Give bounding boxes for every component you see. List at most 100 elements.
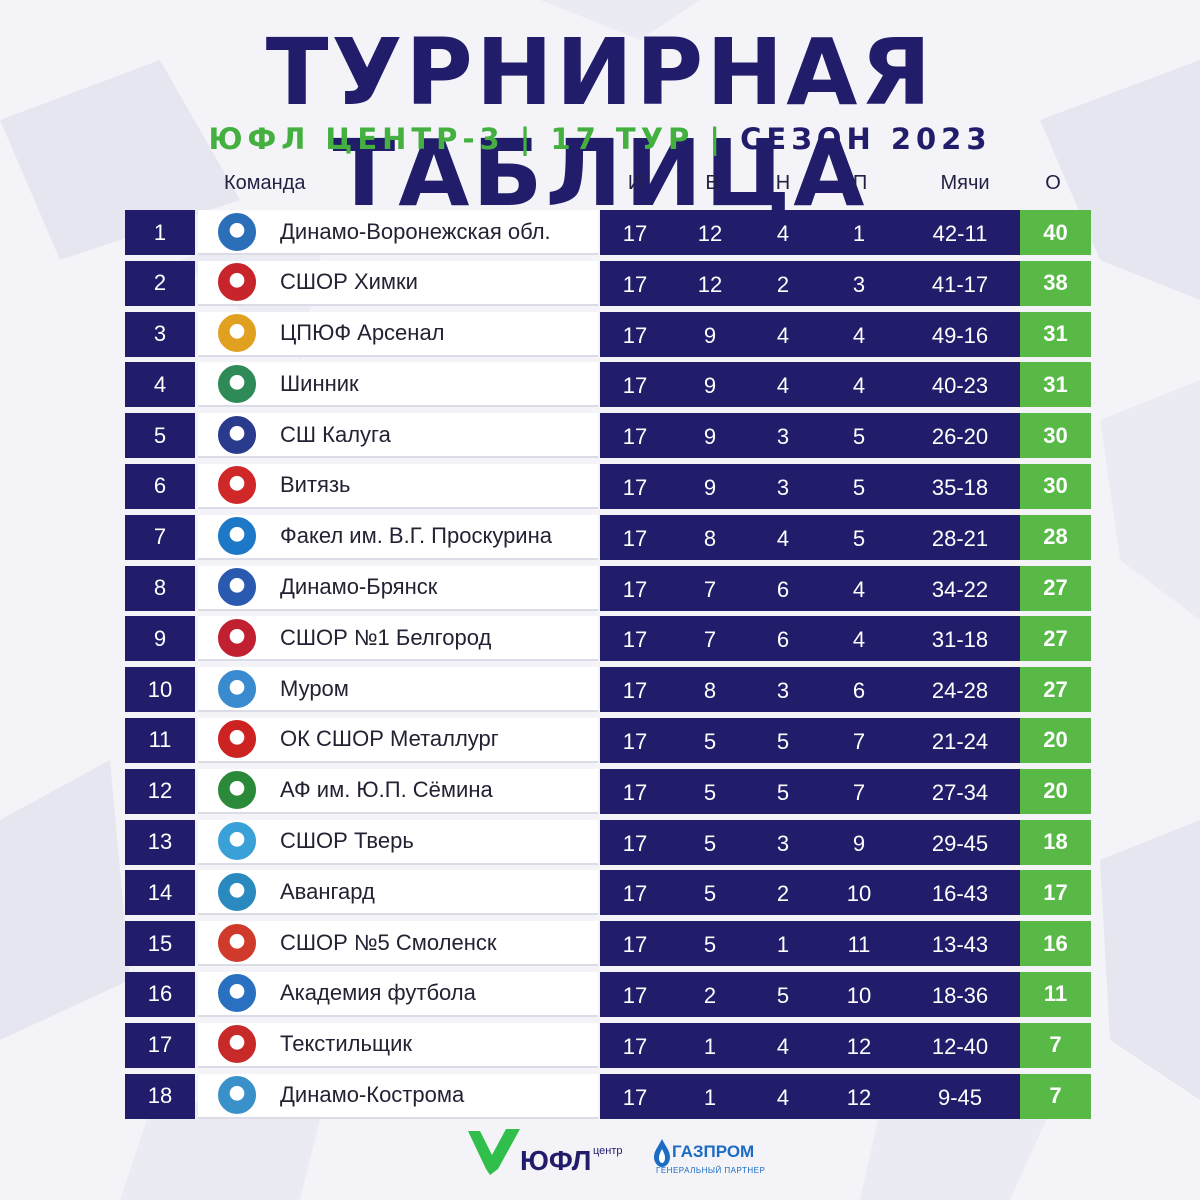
stat-lost: 4 xyxy=(852,627,866,653)
stats-cell: 17 1 4 12 9-45 xyxy=(600,1073,1020,1119)
team-cell: Авангард xyxy=(198,870,598,916)
stat-lost: 7 xyxy=(852,728,866,754)
stat-goals: 12-40 xyxy=(931,1033,989,1059)
team-logo-icon xyxy=(218,415,256,454)
header-played: И xyxy=(627,172,643,194)
gazprom-logo-text: ГАЗПРОМ xyxy=(672,1142,755,1161)
team-logo-icon xyxy=(218,618,256,657)
stat-won: 9 xyxy=(703,474,717,500)
stats-cell: 17 5 5 7 21-24 xyxy=(600,717,1020,763)
stats-cell: 17 7 6 4 34-22 xyxy=(600,565,1020,611)
stat-drawn: 3 xyxy=(776,830,790,856)
stat-goals: 9-45 xyxy=(937,1084,983,1110)
team-name: СШОР №5 Смоленск xyxy=(280,929,497,955)
stat-won: 12 xyxy=(697,271,723,297)
header-won: В xyxy=(705,172,719,194)
team-name: ОК СШОР Металлург xyxy=(280,726,499,752)
team-name: СШОР Химки xyxy=(280,269,418,295)
stat-lost: 11 xyxy=(847,932,871,958)
stat-goals: 31-18 xyxy=(931,627,989,653)
team-logo-icon xyxy=(218,974,256,1013)
stat-goals: 18-36 xyxy=(931,982,989,1008)
points-cell: 18 xyxy=(1020,819,1091,865)
stat-lost: 4 xyxy=(852,576,866,602)
team-name: Динамо-Кострома xyxy=(280,1082,465,1108)
stat-goals: 49-16 xyxy=(931,322,989,348)
stat-goals: 42-11 xyxy=(932,221,988,246)
stat-won: 9 xyxy=(703,322,717,348)
team-name: Муром xyxy=(280,675,349,701)
stats-cell: 17 2 5 10 18-36 xyxy=(600,971,1020,1017)
table-row: 10 Муром 17 8 3 6 24-28 27 xyxy=(125,667,1091,713)
points-cell: 38 xyxy=(1020,260,1091,306)
team-logo-icon xyxy=(218,720,256,759)
stat-drawn: 6 xyxy=(776,576,790,602)
stat-goals: 24-28 xyxy=(931,678,989,704)
stat-played: 17 xyxy=(622,932,648,958)
points-cell: 40 xyxy=(1020,210,1091,255)
stat-lost: 12 xyxy=(846,1033,872,1059)
team-cell: ЦПЮФ Арсенал xyxy=(198,311,598,357)
stat-won: 7 xyxy=(703,627,717,653)
stats-cell: 17 12 2 3 41-17 xyxy=(600,260,1020,306)
stat-goals: 40-23 xyxy=(931,373,989,399)
stat-drawn: 4 xyxy=(776,1084,790,1110)
gazprom-flame-icon xyxy=(654,1139,670,1167)
points-cell: 27 xyxy=(1020,667,1091,713)
stat-won: 1 xyxy=(703,1033,717,1059)
points-cell: 20 xyxy=(1020,768,1091,814)
stat-played: 17 xyxy=(622,678,648,704)
yufl-logo-icon xyxy=(468,1129,520,1175)
standings-table: 1 Динамо-Воронежская обл. 17 12 4 1 42-11 40 2 СШ… xyxy=(125,210,1091,1124)
points-cell: 20 xyxy=(1020,717,1091,763)
stats-cell: 17 5 3 9 29-45 xyxy=(600,819,1020,865)
stat-goals: 27-34 xyxy=(931,779,989,805)
stat-played: 17 xyxy=(622,1084,648,1110)
team-logo-icon xyxy=(218,263,256,302)
team-logo-icon xyxy=(218,517,256,556)
stat-drawn: 4 xyxy=(776,322,790,348)
table-row: 15 СШОР №5 Смоленск 17 5 1 11 13-43 16 xyxy=(125,921,1091,967)
position-cell: 6 xyxy=(125,463,195,509)
team-logo-icon xyxy=(218,1025,256,1064)
team-cell: Муром xyxy=(198,667,598,713)
stat-played: 17 xyxy=(622,779,648,805)
stat-won: 9 xyxy=(703,373,717,399)
stat-lost: 7 xyxy=(852,779,866,805)
header-goals: Мячи xyxy=(940,172,990,194)
stat-goals: 16-43 xyxy=(931,881,989,907)
stat-won: 5 xyxy=(703,881,717,907)
team-name: АФ им. Ю.П. Сёмина xyxy=(280,777,493,803)
footer: ЮФЛ центр ГАЗПРОМ ГЕНЕРАЛЬНЫЙ ПАРТНЕР xyxy=(0,1125,1200,1185)
team-cell: АФ им. Ю.П. Сёмина xyxy=(198,768,598,814)
table-row: 6 Витязь 17 9 3 5 35-18 30 xyxy=(125,463,1091,509)
yufl-logo-text: ЮФЛ xyxy=(520,1145,592,1176)
stat-won: 1 xyxy=(703,1084,717,1110)
stat-drawn: 3 xyxy=(776,474,790,500)
stat-won: 8 xyxy=(703,525,717,551)
stat-played: 17 xyxy=(622,322,648,348)
team-cell: СШ Калуга xyxy=(198,413,598,459)
table-row: 7 Факел им. В.Г. Проскурина 17 8 4 5 28-21 28 xyxy=(125,514,1091,560)
points-cell: 7 xyxy=(1020,1022,1091,1068)
team-logo-icon xyxy=(218,466,256,505)
stat-goals: 13-43 xyxy=(931,932,989,958)
stat-lost: 4 xyxy=(852,373,866,399)
team-cell: Шинник xyxy=(198,362,598,408)
yufl-logo-sub: центр xyxy=(593,1145,623,1157)
team-cell: Динамо-Кострома xyxy=(198,1073,598,1119)
team-cell: Текстильщик xyxy=(198,1022,598,1068)
stat-lost: 5 xyxy=(852,525,866,551)
position-cell: 15 xyxy=(125,921,195,967)
stat-played: 17 xyxy=(622,474,648,500)
stat-drawn: 5 xyxy=(776,982,790,1008)
table-row: 16 Академия футбола 17 2 5 10 18-36 11 xyxy=(125,971,1091,1017)
team-name: Шинник xyxy=(280,370,359,396)
subtitle: ЮФЛ ЦЕНТР-3 | 17 ТУР | СЕЗОН 2023 xyxy=(0,122,1200,156)
points-cell: 27 xyxy=(1020,616,1091,662)
stat-drawn: 3 xyxy=(776,424,790,450)
stat-played: 17 xyxy=(622,1033,648,1059)
stats-cell: 17 1 4 12 12-40 xyxy=(600,1022,1020,1068)
table-row: 18 Динамо-Кострома 17 1 4 12 9-45 7 xyxy=(125,1073,1091,1119)
points-cell: 7 xyxy=(1020,1073,1091,1119)
